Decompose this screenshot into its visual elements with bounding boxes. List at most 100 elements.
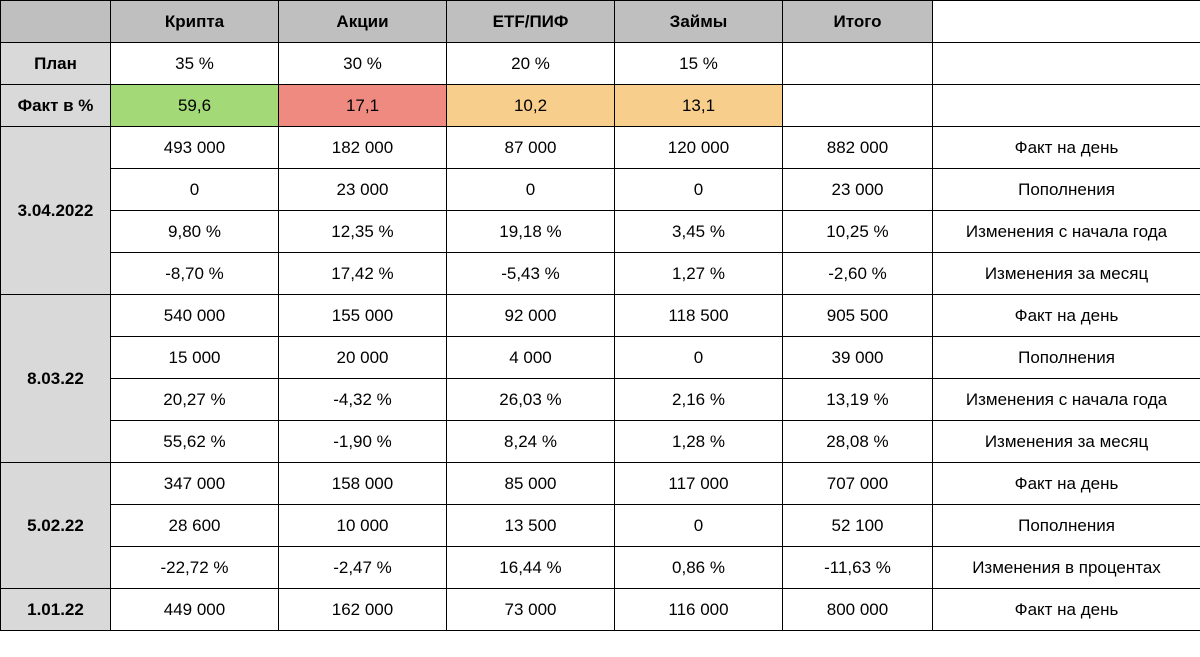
row-description: Факт на день	[933, 463, 1200, 505]
row-description: Факт на день	[933, 589, 1200, 631]
value-cell: 8,24 %	[447, 421, 615, 463]
fact-last-empty	[933, 85, 1200, 127]
value-cell: 0	[615, 337, 783, 379]
value-cell: 905 500	[783, 295, 933, 337]
data-row: -8,70 %17,42 %-5,43 %1,27 %-2,60 %Измене…	[1, 253, 1200, 295]
plan-last-empty	[933, 43, 1200, 85]
value-cell: 39 000	[783, 337, 933, 379]
data-row: 15 00020 0004 000039 000Пополнения	[1, 337, 1200, 379]
value-cell: 2,16 %	[615, 379, 783, 421]
value-cell: 10 000	[279, 505, 447, 547]
row-description: Изменения за месяц	[933, 253, 1200, 295]
value-cell: 15 000	[111, 337, 279, 379]
value-cell: 52 100	[783, 505, 933, 547]
data-row: -22,72 %-2,47 %16,44 %0,86 %-11,63 %Изме…	[1, 547, 1200, 589]
value-cell: 12,35 %	[279, 211, 447, 253]
value-cell: 1,27 %	[615, 253, 783, 295]
fact-cell: 13,1	[615, 85, 783, 127]
value-cell: 23 000	[783, 169, 933, 211]
col-header: Итого	[783, 1, 933, 43]
row-label: План	[1, 43, 111, 85]
value-cell: 120 000	[615, 127, 783, 169]
value-cell: 28 600	[111, 505, 279, 547]
value-cell: 449 000	[111, 589, 279, 631]
col-header: Займы	[615, 1, 783, 43]
value-cell: 9,80 %	[111, 211, 279, 253]
value-cell: 73 000	[447, 589, 615, 631]
col-header: Крипта	[111, 1, 279, 43]
value-cell: -1,90 %	[279, 421, 447, 463]
value-cell: 28,08 %	[783, 421, 933, 463]
value-cell: -22,72 %	[111, 547, 279, 589]
value-cell: 800 000	[783, 589, 933, 631]
fact-cell: 10,2	[447, 85, 615, 127]
value-cell: -5,43 %	[447, 253, 615, 295]
plan-cell: 35 %	[111, 43, 279, 85]
data-row: 28 60010 00013 500052 100Пополнения	[1, 505, 1200, 547]
value-cell: 55,62 %	[111, 421, 279, 463]
fact-total-empty	[783, 85, 933, 127]
value-cell: 0	[447, 169, 615, 211]
value-cell: -4,32 %	[279, 379, 447, 421]
value-cell: 882 000	[783, 127, 933, 169]
value-cell: 17,42 %	[279, 253, 447, 295]
value-cell: 493 000	[111, 127, 279, 169]
value-cell: 26,03 %	[447, 379, 615, 421]
value-cell: 0	[111, 169, 279, 211]
plan-total-empty	[783, 43, 933, 85]
value-cell: 85 000	[447, 463, 615, 505]
value-cell: 162 000	[279, 589, 447, 631]
value-cell: 16,44 %	[447, 547, 615, 589]
value-cell: 117 000	[615, 463, 783, 505]
row-description: Изменения в процентах	[933, 547, 1200, 589]
row-description: Факт на день	[933, 127, 1200, 169]
col-header-empty	[933, 1, 1200, 43]
value-cell: 116 000	[615, 589, 783, 631]
row-description: Пополнения	[933, 169, 1200, 211]
fact-cell: 17,1	[279, 85, 447, 127]
data-row: 3.04.2022493 000182 00087 000120 000882 …	[1, 127, 1200, 169]
col-header: ETF/ПИФ	[447, 1, 615, 43]
value-cell: 3,45 %	[615, 211, 783, 253]
value-cell: 92 000	[447, 295, 615, 337]
value-cell: 155 000	[279, 295, 447, 337]
value-cell: 347 000	[111, 463, 279, 505]
row-description: Пополнения	[933, 337, 1200, 379]
plan-cell: 15 %	[615, 43, 783, 85]
data-row: 8.03.22540 000155 00092 000118 500905 50…	[1, 295, 1200, 337]
data-row: 1.01.22449 000162 00073 000116 000800 00…	[1, 589, 1200, 631]
row-description: Изменения с начала года	[933, 379, 1200, 421]
data-row: 9,80 %12,35 %19,18 %3,45 %10,25 %Изменен…	[1, 211, 1200, 253]
fact-cell: 59,6	[111, 85, 279, 127]
row-label: Факт в %	[1, 85, 111, 127]
data-row: 55,62 %-1,90 %8,24 %1,28 %28,08 %Изменен…	[1, 421, 1200, 463]
row-description: Изменения с начала года	[933, 211, 1200, 253]
value-cell: 1,28 %	[615, 421, 783, 463]
value-cell: 13 500	[447, 505, 615, 547]
value-cell: 13,19 %	[783, 379, 933, 421]
row-description: Пополнения	[933, 505, 1200, 547]
date-cell: 1.01.22	[1, 589, 111, 631]
plan-row: План 35 % 30 % 20 % 15 %	[1, 43, 1200, 85]
data-row: 5.02.22347 000158 00085 000117 000707 00…	[1, 463, 1200, 505]
value-cell: 0	[615, 505, 783, 547]
value-cell: 23 000	[279, 169, 447, 211]
row-description: Факт на день	[933, 295, 1200, 337]
data-row: 023 0000023 000Пополнения	[1, 169, 1200, 211]
value-cell: 540 000	[111, 295, 279, 337]
value-cell: 20 000	[279, 337, 447, 379]
corner-cell	[1, 1, 111, 43]
value-cell: -8,70 %	[111, 253, 279, 295]
row-description: Изменения за месяц	[933, 421, 1200, 463]
value-cell: 0,86 %	[615, 547, 783, 589]
header-row: Крипта Акции ETF/ПИФ Займы Итого	[1, 1, 1200, 43]
value-cell: 10,25 %	[783, 211, 933, 253]
value-cell: 19,18 %	[447, 211, 615, 253]
plan-cell: 30 %	[279, 43, 447, 85]
fact-row: Факт в % 59,6 17,1 10,2 13,1	[1, 85, 1200, 127]
value-cell: 0	[615, 169, 783, 211]
value-cell: -11,63 %	[783, 547, 933, 589]
value-cell: 20,27 %	[111, 379, 279, 421]
portfolio-table: Крипта Акции ETF/ПИФ Займы Итого План 35…	[0, 0, 1200, 631]
value-cell: 4 000	[447, 337, 615, 379]
